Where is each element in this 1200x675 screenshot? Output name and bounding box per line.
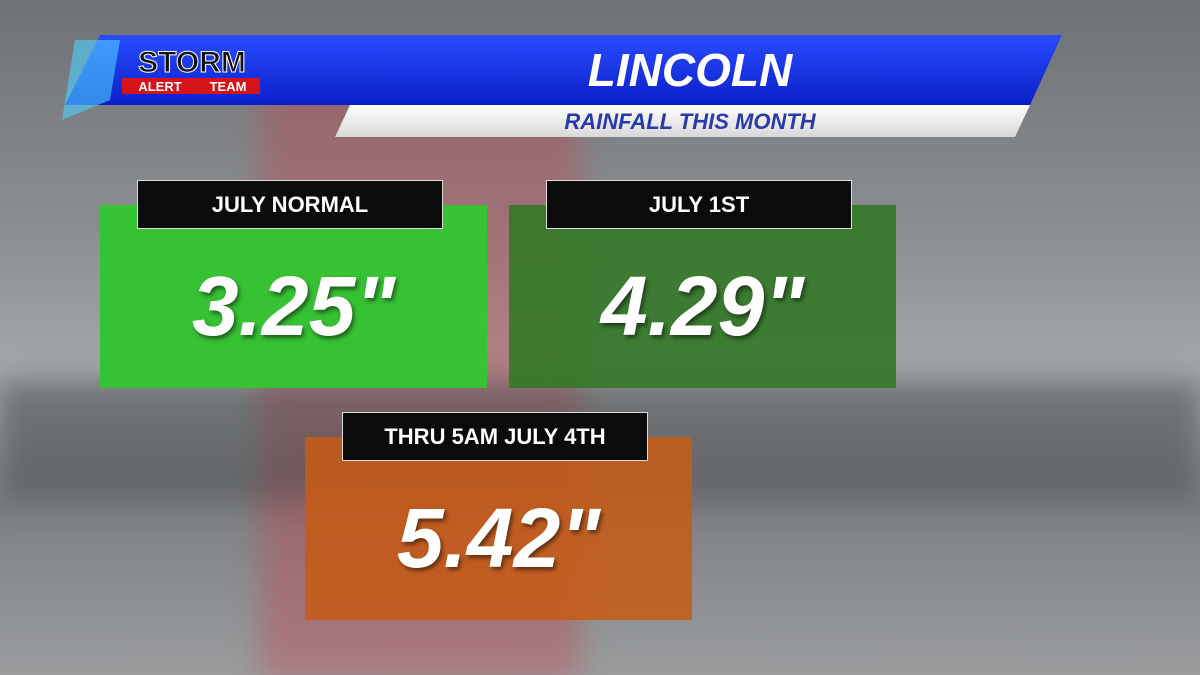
logo-bar [122,78,260,94]
panel: 4.29" [509,205,896,388]
subtitle: RAINFALL THIS MONTH [564,109,816,134]
logo-left: ALERT [138,79,181,94]
panel: 3.25" [100,205,487,388]
panel-label: THRU 5AM JULY 4TH [342,412,648,461]
panel-label: JULY 1ST [546,180,852,229]
logo-swoosh [62,40,120,120]
title-bar [65,35,1062,105]
title: LINCOLN [588,44,793,96]
panel: 5.42" [305,437,692,620]
banner: STORM ALERT TEAM LINCOLN RAINFALL THIS M… [62,35,1062,137]
logo-right: TEAM [210,79,247,94]
subtitle-bar [335,105,1030,137]
logo-top: STORM [138,46,246,79]
panel-label: JULY NORMAL [137,180,443,229]
